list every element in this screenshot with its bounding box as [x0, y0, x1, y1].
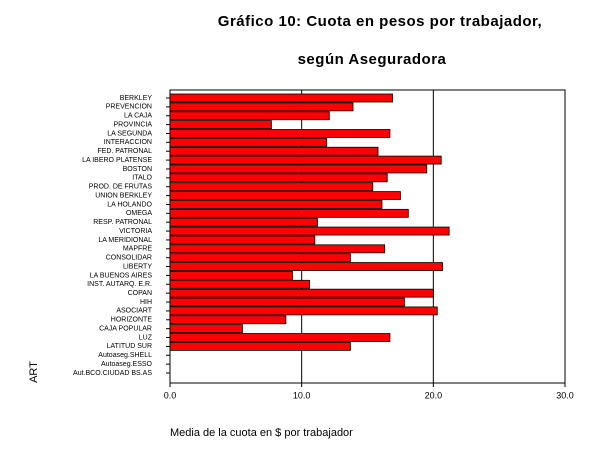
bar	[169, 235, 316, 245]
y-tick-label: UNION BERKLEY	[95, 192, 152, 199]
y-tick-label: INTERACCION	[104, 139, 152, 146]
y-tick-label: MAPFRE	[123, 246, 153, 253]
y-tick-label: PROD. DE FRUTAS	[89, 184, 153, 191]
y-tick-label: BERKLEY	[120, 95, 153, 102]
bar	[169, 297, 405, 307]
bar	[169, 315, 287, 325]
bar	[169, 129, 391, 138]
bar	[169, 146, 379, 156]
y-tick-label: VICTORIA	[119, 228, 152, 235]
y-axis-label: ART	[28, 361, 40, 383]
bar	[169, 93, 393, 103]
bar	[169, 120, 272, 130]
bar	[169, 208, 409, 218]
bar	[169, 173, 388, 183]
y-tick-label: LIBERTY	[123, 263, 152, 270]
y-tick-label: FED. PATRONAL	[97, 148, 152, 155]
y-tick-label: COPAN	[128, 290, 152, 297]
y-tick-label: BOSTON	[123, 166, 152, 173]
x-axis-label: Media de la cuota en $ por trabajador	[170, 427, 353, 439]
x-tick-label: 30.0	[556, 390, 574, 400]
bar	[169, 244, 386, 254]
x-tick-label: 0.0	[164, 390, 177, 400]
y-tick-label: LATITUD SUR	[107, 343, 152, 350]
y-tick-label: PREVENCION	[106, 104, 152, 111]
y-tick-label: Aut.BCO.CIUDAD BS.AS	[73, 370, 152, 377]
y-tick-label: CONSOLIDAR	[106, 255, 152, 262]
bar	[169, 182, 374, 192]
y-tick-label: ASOCIART	[116, 308, 152, 315]
y-tick-label: RESP. PATRONAL	[93, 219, 152, 226]
x-tick-label: 10.0	[293, 390, 311, 400]
y-tick-label: Autoaseg.ESSO	[101, 361, 153, 368]
chart-title: Gráfico 10: Cuota en pesos por trabajado…	[218, 13, 542, 30]
bar	[169, 226, 450, 236]
bar	[169, 341, 351, 351]
bar	[169, 271, 293, 280]
bar	[169, 164, 428, 174]
y-tick-label: HIH	[140, 299, 152, 306]
bar	[169, 111, 330, 121]
bar	[169, 306, 438, 316]
y-tick-label: PROVINCIA	[113, 121, 152, 128]
bar	[169, 155, 442, 165]
bar	[169, 279, 310, 289]
y-tick-label: ITALO	[132, 175, 152, 182]
y-tick-label: LA MERIDIONAL	[98, 237, 152, 244]
bar	[169, 102, 354, 112]
y-tick-label: LUZ	[139, 334, 153, 341]
bar	[169, 217, 318, 227]
bar	[169, 324, 243, 334]
y-tick-label: Autoaseg.SHELL	[98, 352, 152, 359]
y-tick-label: LA BUENOS AIRES	[90, 272, 153, 279]
y-tick-label: CAJA POPULAR	[99, 325, 152, 332]
y-tick-label: LA HOLANDO	[107, 201, 152, 208]
bar	[169, 137, 328, 147]
bar	[169, 253, 351, 263]
bar	[169, 333, 391, 342]
y-tick-label: LA CAJA	[124, 113, 152, 120]
y-tick-label: LA IBERO PLATENSE	[82, 157, 152, 164]
y-tick-label: OMEGA	[126, 210, 152, 217]
x-tick-label: 20.0	[425, 390, 443, 400]
y-tick-label: LA SEGUNDA	[107, 130, 152, 137]
bar	[169, 288, 434, 298]
bar	[169, 262, 443, 271]
bar	[169, 200, 383, 209]
chart-subtitle: según Aseguradora	[298, 51, 447, 68]
y-tick-label: INST. AUTARQ. E.R.	[87, 281, 152, 288]
bar	[169, 191, 401, 200]
y-tick-label: HORIZONTE	[111, 317, 153, 324]
